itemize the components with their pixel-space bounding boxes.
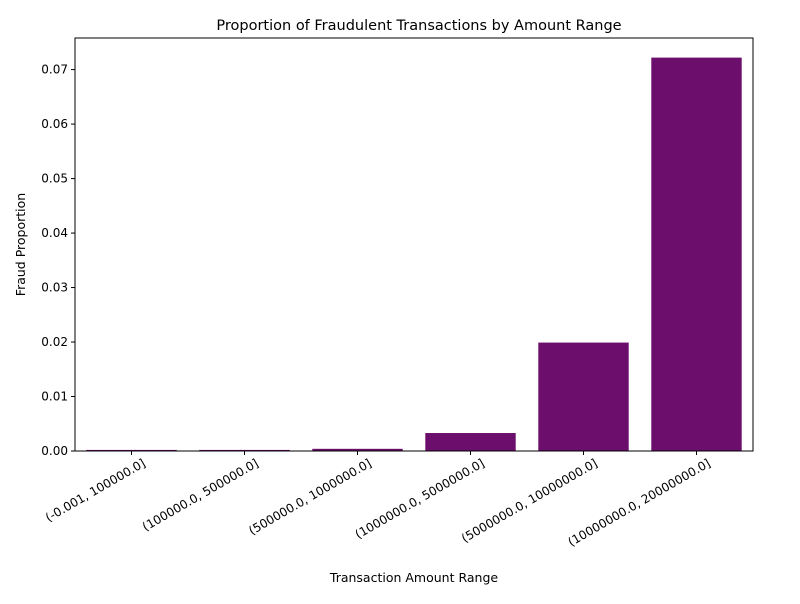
y-tick-label-4: 0.04 — [41, 226, 68, 240]
y-tick-label-3: 0.03 — [41, 281, 68, 295]
x-tick-label-0: (-0.001, 100000.0] — [43, 456, 148, 525]
bar-3 — [425, 433, 516, 451]
y-tick-label-7: 0.07 — [41, 63, 68, 77]
y-tick-label-0: 0.00 — [41, 444, 68, 458]
y-axis-label: Fraud Proportion — [13, 193, 28, 296]
bar-4 — [538, 342, 629, 451]
x-axis-ticks: (-0.001, 100000.0](100000.0, 500000.0](5… — [43, 451, 713, 549]
bars-group — [86, 57, 742, 452]
y-tick-label-5: 0.05 — [41, 172, 68, 186]
bar-0 — [86, 449, 177, 451]
y-axis-ticks: 0.00 0.01 0.02 0.03 0.04 0.05 0.06 0.07 — [41, 63, 75, 458]
chart-title: Proportion of Fraudulent Transactions by… — [216, 18, 621, 34]
y-tick-label-1: 0.01 — [41, 390, 68, 404]
bar-2 — [312, 448, 403, 451]
bar-1 — [199, 449, 290, 451]
bar-5 — [651, 57, 742, 452]
x-axis-label: Transaction Amount Range — [329, 570, 499, 585]
y-tick-label-2: 0.02 — [41, 335, 68, 349]
plot-frame — [74, 37, 754, 452]
x-tick-label-2: (500000.0, 1000000.0] — [246, 456, 374, 538]
y-tick-label-6: 0.06 — [41, 117, 68, 131]
x-tick-label-1: (100000.0, 500000.0] — [140, 456, 261, 534]
